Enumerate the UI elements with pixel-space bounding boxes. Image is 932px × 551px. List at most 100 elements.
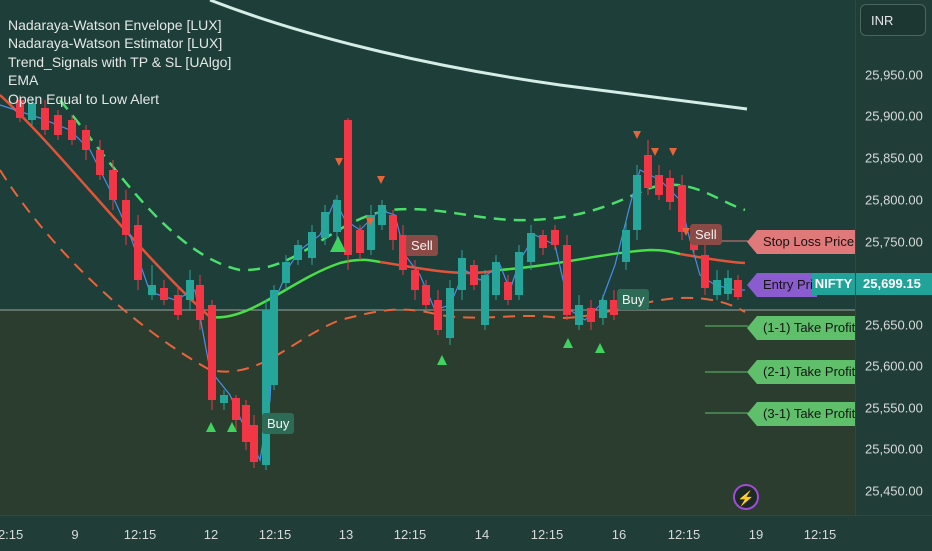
time-axis[interactable]: 12:15 9 12:15 12 12:15 13 12:15 14 12:15…	[0, 515, 932, 551]
sell-arrow-icon	[669, 148, 677, 156]
price-axis[interactable]: 25,950.00 25,900.00 25,850.00 25,800.00 …	[855, 0, 932, 515]
candle-body	[678, 185, 686, 232]
chart-canvas[interactable]	[0, 0, 855, 515]
candle-body	[655, 175, 663, 195]
candle-body	[262, 310, 270, 465]
candle-body	[367, 215, 375, 250]
candle-body	[308, 232, 316, 258]
candle-body	[378, 205, 386, 225]
candles-group	[16, 95, 742, 470]
buy-signal-label: Buy	[617, 289, 650, 310]
candle-body	[610, 300, 618, 315]
time-tick: 12:15	[530, 527, 564, 542]
time-tick: 14	[474, 527, 490, 542]
buy-arrow-icon	[595, 343, 605, 353]
candle-body	[321, 212, 329, 238]
lightning-bolt-icon[interactable]: ⚡	[733, 484, 759, 510]
candle-body	[232, 398, 240, 420]
symbol-tag: NIFTY	[812, 273, 855, 295]
candle-body	[411, 270, 419, 290]
sell-signal-label: Sell	[690, 224, 722, 245]
candle-body	[563, 245, 571, 315]
price-tick: 25,850.00	[865, 150, 923, 166]
candle-body	[434, 300, 442, 330]
candle-body	[622, 230, 630, 262]
candle-body	[82, 130, 90, 150]
tp2-label: (2-1) Take Profit	[747, 360, 855, 384]
candle-body	[644, 155, 652, 188]
time-tick: 13	[338, 527, 354, 542]
time-tick: 19	[748, 527, 764, 542]
candle-body	[356, 230, 364, 253]
candle-body	[399, 235, 407, 270]
candle-body	[54, 115, 62, 135]
candle-body	[28, 103, 36, 120]
legend-item-trend-signals[interactable]: Trend_Signals with TP & SL [UAlgo]	[8, 53, 232, 70]
estimator-line-up-2	[499, 248, 681, 272]
legend-item-open-low-alert[interactable]: Open Equal to Low Alert	[8, 90, 159, 107]
time-tick: 12:15	[393, 527, 427, 542]
time-tick: 12	[203, 527, 219, 542]
price-tick: 25,900.00	[865, 108, 923, 124]
tp3-label: (3-1) Take Profit	[747, 402, 855, 426]
time-tick: 12:15	[803, 527, 837, 542]
candle-body	[109, 170, 117, 200]
buy-arrow-icon	[206, 422, 216, 432]
tp1-label: (1-1) Take Profit	[747, 316, 855, 340]
buy-signal-label: Buy	[262, 413, 295, 434]
price-path-line	[0, 104, 745, 462]
sell-arrow-icon	[377, 176, 385, 184]
currency-selector[interactable]: INR	[860, 4, 926, 36]
candle-body	[575, 305, 583, 325]
price-tick: 25,450.00	[865, 483, 923, 499]
sell-arrow-icon	[682, 228, 690, 236]
time-tick: 16	[611, 527, 627, 542]
candle-body	[242, 405, 250, 442]
candle-body	[186, 280, 194, 300]
last-price-badge: 25,699.15	[856, 273, 932, 295]
candle-body	[551, 230, 559, 245]
time-tick: 12:15	[258, 527, 292, 542]
candle-body	[68, 120, 76, 140]
ema-line	[209, 0, 748, 111]
candle-body	[148, 285, 156, 295]
chart-area[interactable]: Nadaraya-Watson Envelope [LUX] Nadaraya-…	[0, 0, 855, 515]
indicator-legend: Nadaraya-Watson Envelope [LUX] Nadaraya-…	[8, 16, 231, 108]
price-tick: 25,550.00	[865, 400, 923, 416]
candle-body	[470, 265, 478, 285]
candle-body	[282, 262, 290, 283]
candle-body	[196, 285, 204, 320]
estimator-line-down-2	[379, 260, 501, 275]
envelope-lower-band	[0, 169, 746, 373]
candle-body	[389, 215, 397, 240]
candle-body	[666, 178, 674, 202]
buy-arrow-icon	[437, 355, 447, 365]
buy-arrow-icon	[227, 422, 237, 432]
price-tick: 25,750.00	[865, 234, 923, 250]
candle-body	[515, 252, 523, 295]
candle-body	[294, 245, 302, 260]
candle-body	[333, 200, 341, 232]
candle-body	[587, 308, 595, 322]
legend-item-ema[interactable]: EMA	[8, 72, 39, 89]
candle-body	[344, 120, 352, 255]
candle-body	[599, 300, 607, 318]
candle-body	[16, 100, 24, 118]
candle-body	[539, 235, 547, 248]
time-tick: 9	[71, 527, 79, 542]
candle-body	[174, 295, 182, 315]
sell-signal-label: Sell	[406, 235, 438, 256]
price-tick: 25,950.00	[865, 67, 923, 83]
candle-body	[446, 288, 454, 338]
candle-body	[701, 255, 709, 288]
estimator-line-down	[0, 94, 211, 318]
candle-body	[492, 262, 500, 295]
legend-item-envelope[interactable]: Nadaraya-Watson Envelope [LUX]	[8, 17, 222, 33]
legend-item-estimator[interactable]: Nadaraya-Watson Estimator [LUX]	[8, 35, 223, 52]
price-tick: 25,800.00	[865, 192, 923, 208]
candle-body	[220, 395, 228, 403]
stop-loss-label: Stop Loss Price:	[747, 230, 855, 254]
time-tick: 12:15	[0, 527, 24, 542]
price-tick: 25,500.00	[865, 441, 923, 457]
time-tick: 12:15	[667, 527, 701, 542]
